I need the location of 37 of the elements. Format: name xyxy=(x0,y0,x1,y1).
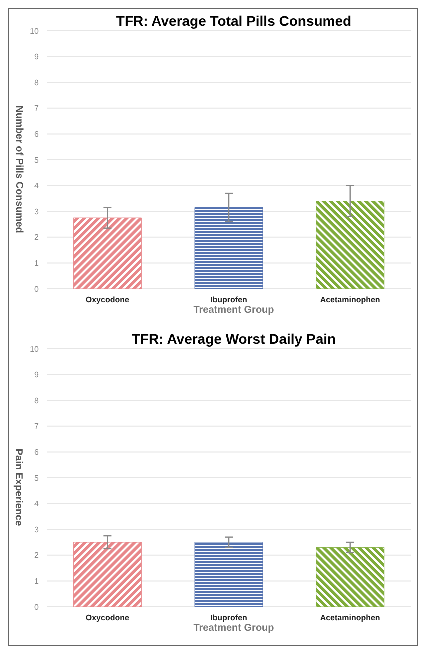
y-tick-label: 1 xyxy=(34,259,40,268)
y-tick-label: 10 xyxy=(30,26,40,36)
y-tick-label: 1 xyxy=(34,577,40,586)
y-tick-label: 6 xyxy=(34,448,40,458)
x-axis-title: Treatment Group xyxy=(192,305,276,316)
y-tick-label: 5 xyxy=(34,474,40,483)
bar xyxy=(194,207,264,289)
y-axis-title: Pain Experience xyxy=(14,448,25,526)
x-tick-label: Acetaminophen xyxy=(320,296,380,305)
x-tick-label: Oxycodone xyxy=(86,296,130,305)
x-tick-label: Ibuprofen xyxy=(210,296,248,305)
y-tick-label: 7 xyxy=(34,422,40,432)
y-tick-label: 9 xyxy=(34,52,40,62)
x-tick-label: Ibuprofen xyxy=(210,614,248,623)
y-tick-label: 4 xyxy=(34,500,40,509)
y-tick-label: 5 xyxy=(34,156,40,165)
y-axis-title: Number of Pills Consumed xyxy=(14,105,25,233)
y-tick-label: 0 xyxy=(34,602,40,612)
y-tick-label: 4 xyxy=(34,182,40,191)
x-tick-label: Acetaminophen xyxy=(320,614,380,623)
bar xyxy=(316,201,385,289)
y-tick-label: 0 xyxy=(34,284,40,294)
y-tick-label: 8 xyxy=(34,396,40,406)
y-tick-label: 2 xyxy=(34,551,40,560)
y-tick-label: 3 xyxy=(34,525,40,534)
bar xyxy=(73,218,142,289)
y-tick-label: 6 xyxy=(34,130,40,140)
x-axis-title: Treatment Group xyxy=(192,623,276,634)
y-tick-label: 3 xyxy=(34,207,40,216)
y-tick-label: 7 xyxy=(34,104,40,114)
chart-title: TFR: Average Total Pills Consumed xyxy=(115,13,353,29)
y-tick-label: 9 xyxy=(34,370,40,380)
y-tick-label: 2 xyxy=(34,233,40,242)
chart-title: TFR: Average Worst Daily Pain xyxy=(130,331,338,347)
y-tick-label: 10 xyxy=(30,344,40,354)
y-tick-label: 8 xyxy=(34,78,40,88)
x-tick-label: Oxycodone xyxy=(86,614,130,623)
